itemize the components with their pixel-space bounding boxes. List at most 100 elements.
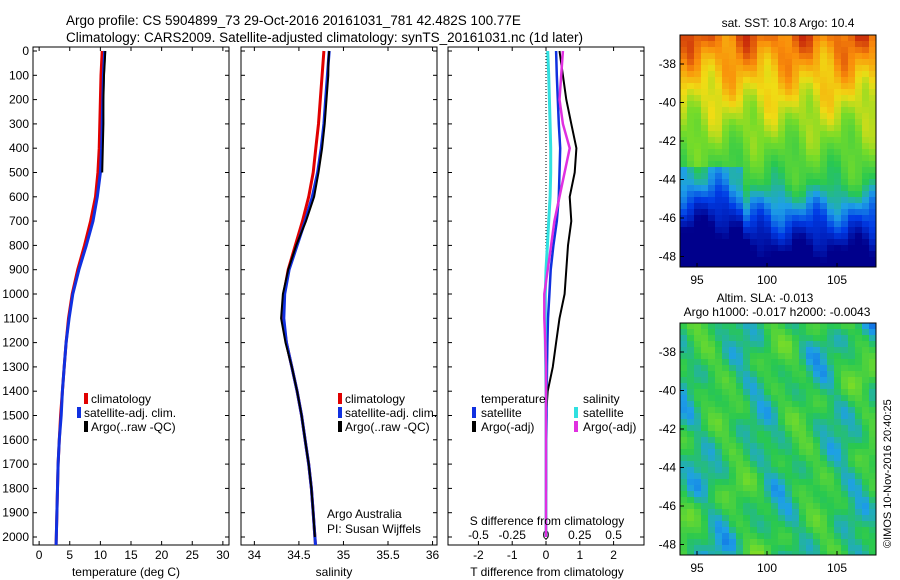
map-cell — [778, 197, 785, 203]
map-cell — [715, 89, 722, 95]
map-cell — [820, 437, 827, 443]
map-cell — [750, 359, 757, 365]
map-cell — [715, 65, 722, 71]
map-cell — [715, 419, 722, 425]
map-cell — [694, 167, 701, 173]
map-cell — [750, 89, 757, 95]
map-cell — [862, 107, 869, 113]
map-cell — [701, 383, 708, 389]
map-cell — [792, 437, 799, 443]
map-cell — [729, 233, 736, 239]
map-cell — [785, 533, 792, 539]
map-cell — [806, 383, 813, 389]
map-cell — [750, 371, 757, 377]
map-cell — [771, 65, 778, 71]
map-cell — [722, 509, 729, 515]
map-cell — [680, 383, 687, 389]
map-cell — [799, 449, 806, 455]
map-cell — [764, 401, 771, 407]
map-cell — [848, 521, 855, 527]
map-cell — [680, 359, 687, 365]
map-cell — [715, 473, 722, 479]
map-cell — [862, 377, 869, 383]
map-cell — [834, 77, 841, 83]
map-cell — [848, 443, 855, 449]
map-cell — [813, 35, 820, 41]
map-cell — [701, 401, 708, 407]
map-cell — [820, 221, 827, 227]
map-cell — [855, 371, 862, 377]
map-cell — [855, 149, 862, 155]
map-cell — [778, 131, 785, 137]
map-cell — [722, 359, 729, 365]
map-cell — [869, 203, 876, 209]
map-cell — [848, 83, 855, 89]
map-cell — [869, 71, 876, 77]
map-cell — [799, 263, 806, 267]
map-cell — [680, 377, 687, 383]
map-cell — [806, 233, 813, 239]
map-cell — [785, 395, 792, 401]
map-cell — [841, 71, 848, 77]
map-cell — [792, 41, 799, 47]
map-cell — [729, 431, 736, 437]
map-cell — [701, 473, 708, 479]
map-cell — [785, 413, 792, 419]
map-cell — [680, 119, 687, 125]
map-cell — [827, 167, 834, 173]
map-cell — [708, 455, 715, 461]
map-cell — [757, 155, 764, 161]
map-cell — [701, 539, 708, 545]
map-cell — [869, 425, 876, 431]
map-cell — [848, 197, 855, 203]
map-cell — [778, 71, 785, 77]
map-cell — [694, 503, 701, 509]
map-cell — [701, 119, 708, 125]
map-cell — [799, 455, 806, 461]
map-cell — [764, 125, 771, 131]
map-cell — [799, 215, 806, 221]
map-cell — [785, 113, 792, 119]
map-cell — [750, 65, 757, 71]
map-cell — [855, 509, 862, 515]
map-cell — [687, 515, 694, 521]
map-cell — [680, 341, 687, 347]
map-cell — [778, 47, 785, 53]
map-cell — [806, 239, 813, 245]
map-cell — [820, 263, 827, 267]
map-cell — [778, 149, 785, 155]
map-cell — [820, 539, 827, 545]
map-cell — [694, 407, 701, 413]
map-cell — [785, 227, 792, 233]
map-cell — [757, 203, 764, 209]
map-cell — [778, 323, 785, 329]
map-cell — [694, 437, 701, 443]
map-cell — [827, 227, 834, 233]
map-cell — [736, 71, 743, 77]
map-cell — [834, 83, 841, 89]
legend-title-temperature: temperature — [481, 392, 546, 406]
map-cell — [764, 521, 771, 527]
map-cell — [792, 539, 799, 545]
map-cell — [806, 401, 813, 407]
map-cell — [827, 371, 834, 377]
map-cell — [764, 89, 771, 95]
map-cell — [827, 143, 834, 149]
map-cell — [869, 125, 876, 131]
map-cell — [694, 197, 701, 203]
map-cell — [869, 437, 876, 443]
map-cell — [722, 389, 729, 395]
map-cell — [771, 545, 778, 551]
map-cell — [764, 539, 771, 545]
map-cell — [785, 77, 792, 83]
map-cell — [694, 89, 701, 95]
map-cell — [771, 527, 778, 533]
map-cell — [827, 539, 834, 545]
map-cell — [806, 227, 813, 233]
map-cell — [687, 431, 694, 437]
map-cell — [715, 359, 722, 365]
map-cell — [743, 161, 750, 167]
map-cell — [771, 125, 778, 131]
map-cell — [792, 125, 799, 131]
map-cell — [806, 521, 813, 527]
